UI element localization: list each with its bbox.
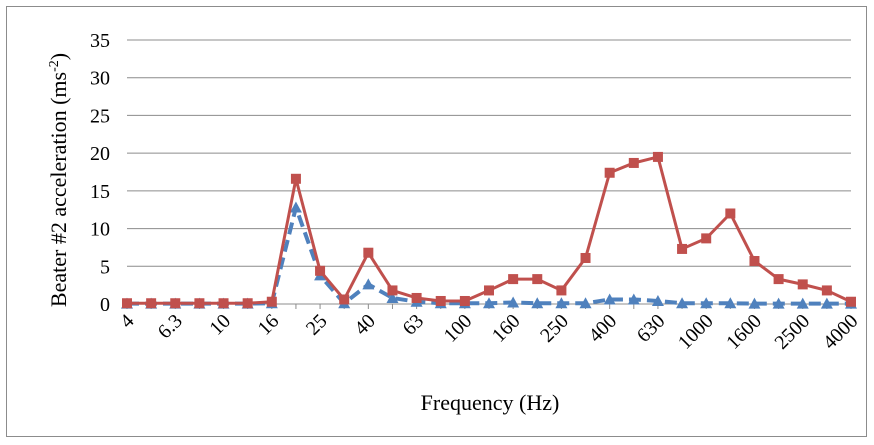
series-0-point (289, 201, 302, 213)
y-tick-label: 20 (90, 143, 110, 165)
x-tick-label: 4000 (819, 310, 863, 354)
series-1-point (122, 298, 132, 309)
series-1-point (290, 173, 301, 184)
series-1-point (508, 274, 519, 285)
series-1-point (532, 274, 543, 285)
series-1-point (652, 151, 663, 162)
x-tick-label: 1600 (722, 310, 766, 354)
series-1-point (411, 292, 422, 303)
x-tick-label: 6.3 (154, 310, 187, 343)
x-tick-label: 10 (205, 310, 235, 340)
series-1-point (170, 298, 181, 309)
x-axis-title: Frequency (Hz) (421, 390, 560, 415)
x-tick-label: 2500 (770, 310, 814, 354)
series-1-point (628, 157, 639, 168)
series-0-point (651, 294, 664, 306)
y-tick-label: 0 (100, 294, 110, 316)
x-tick-label: 1000 (674, 310, 718, 354)
series-0-point (627, 293, 640, 305)
x-tick-label: 63 (398, 310, 428, 340)
x-tick-label: 160 (488, 310, 525, 347)
series-1-point (604, 167, 615, 178)
series-1-point (677, 243, 688, 254)
series-1-point (701, 233, 712, 244)
x-tick-label: 40 (350, 310, 380, 340)
series-1-point (459, 295, 470, 306)
series-1-point (556, 285, 567, 296)
x-tick-label: 100 (440, 310, 477, 347)
x-tick-label: 250 (536, 310, 573, 347)
y-axis-ticks: 0 5 10 15 20 25 30 35 (90, 30, 110, 316)
y-tick-label: 30 (90, 68, 110, 90)
x-tick-label: 16 (254, 310, 284, 340)
series-0-point (579, 297, 592, 309)
series-0-point (700, 297, 713, 309)
series-1-point (242, 298, 253, 309)
series-0-point (555, 297, 568, 309)
series-1-point (846, 296, 856, 307)
series-1-point (484, 285, 494, 296)
series-0-point (603, 293, 616, 305)
y-axis-title-main: Beater #2 acceleration (ms (46, 72, 71, 307)
series-1 (122, 151, 856, 309)
series-1-point (218, 298, 229, 309)
x-tick-label: 630 (633, 310, 670, 347)
series-1-point (725, 208, 736, 219)
y-tick-label: 15 (90, 181, 110, 203)
series-1-point (387, 285, 398, 296)
x-tick-label: 25 (302, 310, 332, 340)
series-1-point (363, 247, 374, 258)
series-0-point (772, 297, 785, 309)
series-1-point (266, 296, 277, 307)
x-tick-label: 4 (116, 310, 139, 333)
x-tick-label: 400 (584, 310, 621, 347)
series-1-point (797, 279, 808, 290)
series-1-point (315, 265, 326, 276)
series-1-point (773, 274, 784, 285)
y-tick-label: 35 (90, 30, 110, 52)
series-1-point (435, 295, 446, 306)
series-1-point (821, 285, 832, 296)
series-1-point (194, 298, 205, 309)
series-0-point (483, 297, 495, 309)
x-axis-ticks: 4 6.3 10 16 25 40 63 100 160 250 400 630 1000 1600 250… (116, 310, 863, 354)
series-1-point (580, 252, 591, 263)
series-group (121, 151, 857, 309)
series-0-point (531, 297, 544, 309)
y-axis-title-close: ) (46, 53, 71, 60)
y-tick-label: 10 (90, 219, 110, 241)
series-1-point (749, 256, 760, 267)
series-1-point (146, 298, 157, 309)
series-0-point (362, 278, 375, 290)
series-line-1 (127, 155, 852, 305)
y-tick-label: 5 (100, 256, 110, 278)
gridlines (126, 39, 852, 309)
series-0-point (507, 296, 520, 308)
series-1-point (339, 294, 350, 305)
series-0-point (796, 297, 809, 309)
y-axis-title: Beater #2 acceleration (ms-2) (46, 53, 71, 307)
series-0-point (748, 297, 761, 309)
y-tick-label: 25 (90, 105, 110, 127)
y-axis-title-superscript: -2 (47, 60, 62, 72)
series-0-point (820, 297, 833, 309)
series-0-point (724, 297, 737, 309)
series-0-point (676, 297, 689, 309)
series-0-point (386, 291, 399, 303)
